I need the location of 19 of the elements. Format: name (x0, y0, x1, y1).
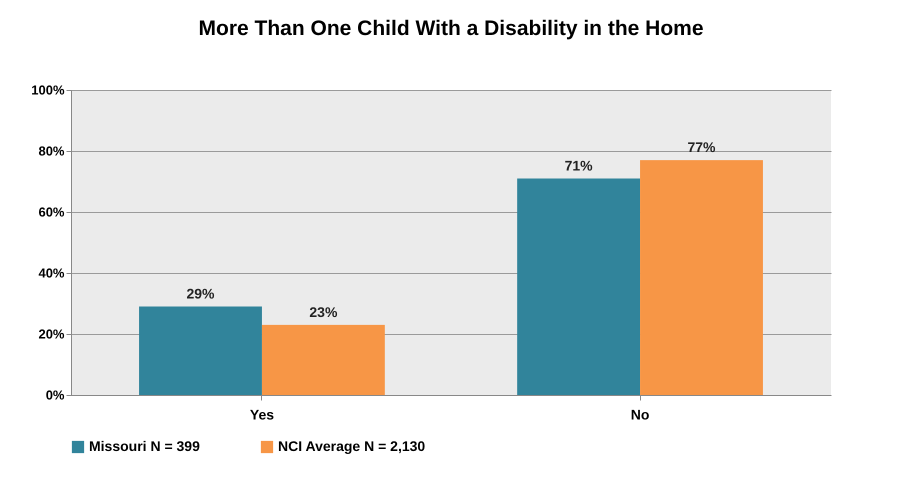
y-tick-label: 80% (38, 144, 65, 158)
bar (262, 324, 385, 395)
data-label: 71% (564, 157, 594, 174)
legend-label: NCI Average N = 2,130 (278, 438, 426, 454)
chart-title: More Than One Child With a Disability in the Home (198, 17, 704, 40)
legend-label: Missouri N = 399 (89, 438, 200, 454)
data-label: 23% (309, 304, 338, 320)
y-tick-label: 100% (31, 82, 65, 98)
x-tick-label: Yes (250, 406, 274, 422)
y-tick-label: 20% (38, 326, 65, 342)
x-tick-label: No (630, 406, 650, 422)
bar (640, 160, 763, 395)
y-tick-label: 0% (46, 388, 65, 402)
data-label: 77% (687, 139, 716, 156)
bar (517, 178, 640, 395)
bar (139, 306, 262, 395)
y-tick-label: 40% (38, 266, 65, 280)
data-label: 29% (186, 286, 216, 302)
y-tick-label: 60% (38, 204, 65, 220)
